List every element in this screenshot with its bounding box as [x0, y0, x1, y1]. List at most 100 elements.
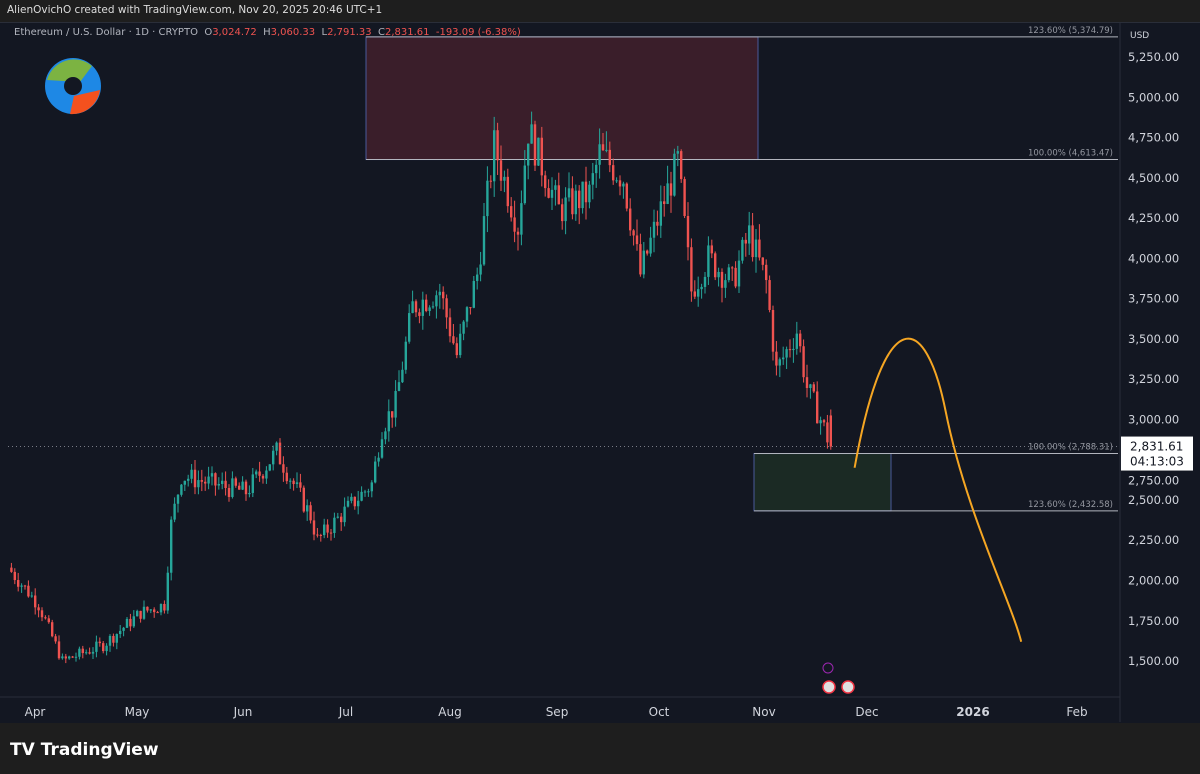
candle-body	[652, 221, 656, 238]
resistance-zone	[365, 36, 759, 161]
candle-body	[588, 184, 591, 203]
candle-body	[758, 239, 761, 258]
candle-body	[547, 188, 550, 198]
candle-body	[754, 239, 758, 258]
candle-body	[122, 627, 125, 631]
candle-body	[642, 250, 645, 275]
candle-body	[68, 656, 71, 659]
candle-body	[180, 484, 183, 495]
candle-body	[737, 260, 741, 287]
candle-body	[669, 183, 673, 196]
candle-body	[649, 237, 652, 254]
candle-body	[768, 280, 771, 310]
candle-body	[210, 473, 214, 477]
candle-body	[489, 180, 492, 182]
candle-body	[805, 377, 809, 388]
fib-level-label: 100.00% (2,788.31)	[1028, 443, 1113, 453]
close-label: C	[377, 27, 385, 38]
candle-body	[826, 422, 829, 443]
y-tick-label: 3,500.00	[1128, 332, 1179, 346]
candle-body	[105, 645, 108, 652]
candle-body	[397, 382, 401, 391]
candle-body	[659, 201, 662, 226]
candle-body	[387, 411, 390, 432]
y-tick-label: 2,750.00	[1128, 474, 1179, 488]
candle-body	[707, 245, 710, 277]
candle-body	[595, 164, 598, 174]
candle-body	[244, 481, 248, 495]
candle-body	[761, 257, 764, 265]
event-flag-icon	[841, 680, 855, 694]
y-tick-label: 4,500.00	[1128, 171, 1179, 185]
candle-body	[336, 516, 339, 518]
candle-body	[527, 143, 530, 166]
candle-body	[615, 180, 618, 182]
candle-body	[734, 267, 737, 287]
candle-body	[295, 482, 299, 485]
candle-body	[384, 431, 387, 440]
candle-body	[193, 469, 197, 488]
candle-body	[819, 420, 822, 424]
attribution: AlienOvichO created with TradingView.com…	[7, 4, 383, 16]
candle-body	[374, 461, 377, 483]
y-tick-label: 3,000.00	[1128, 412, 1179, 426]
support-zone	[753, 453, 892, 512]
candle-body	[112, 635, 115, 643]
candle-body	[98, 641, 101, 644]
candle-body	[357, 500, 360, 507]
countdown-label: 04:13:03	[1130, 455, 1184, 469]
candle-body	[663, 201, 666, 204]
candle-body	[10, 567, 13, 572]
candle-body	[346, 500, 350, 507]
low-label: L	[321, 27, 328, 38]
tradingview-logo[interactable]: 𝗧𝗩 TradingView	[10, 740, 159, 760]
x-tick-label: 2026	[956, 705, 989, 719]
candle-body	[51, 622, 54, 637]
candle-body	[17, 580, 20, 587]
candle-body	[523, 165, 526, 204]
candle-body	[703, 276, 707, 287]
projection-curve	[853, 337, 1023, 642]
candle-body	[173, 503, 176, 520]
candle-body	[156, 612, 159, 614]
candle-body	[61, 656, 64, 659]
candle-body	[204, 481, 207, 484]
candle-body	[629, 208, 632, 231]
open-label: O	[204, 27, 213, 38]
candle-body	[95, 641, 98, 652]
candle-body	[40, 610, 44, 618]
y-tick-label: 4,750.00	[1128, 131, 1179, 145]
candle-body	[153, 609, 156, 613]
x-tick-label: Feb	[1066, 705, 1087, 719]
candle-body	[343, 506, 346, 523]
candle-body	[493, 130, 496, 182]
candle-body	[238, 485, 241, 490]
candle-body	[125, 618, 129, 628]
y-tick-label: 4,000.00	[1128, 251, 1179, 265]
candle-body	[799, 333, 802, 347]
candle-body	[306, 505, 309, 512]
candle-body	[394, 390, 397, 418]
candle-body	[632, 230, 635, 236]
candle-body	[533, 124, 537, 166]
candle-body	[190, 469, 193, 479]
candle-body	[265, 470, 268, 479]
candle-body	[693, 291, 696, 297]
candle-body	[472, 280, 475, 308]
currency-label: USD	[1130, 31, 1149, 41]
candle-body	[119, 630, 122, 635]
y-tick-label: 2,250.00	[1128, 533, 1179, 547]
symbol-name[interactable]: Ethereum / U.S. Dollar · 1D · CRYPTO	[14, 27, 198, 38]
candle-body	[584, 181, 588, 203]
x-tick-label: May	[125, 705, 150, 719]
candle-body	[567, 188, 571, 198]
candle-body	[513, 217, 516, 232]
candle-body	[459, 333, 462, 356]
candle-body	[829, 415, 832, 447]
candle-body	[401, 369, 404, 383]
event-lightning-icon	[822, 662, 834, 674]
candle-body	[496, 130, 499, 161]
candle-body	[200, 480, 203, 482]
candle-body	[326, 524, 329, 533]
